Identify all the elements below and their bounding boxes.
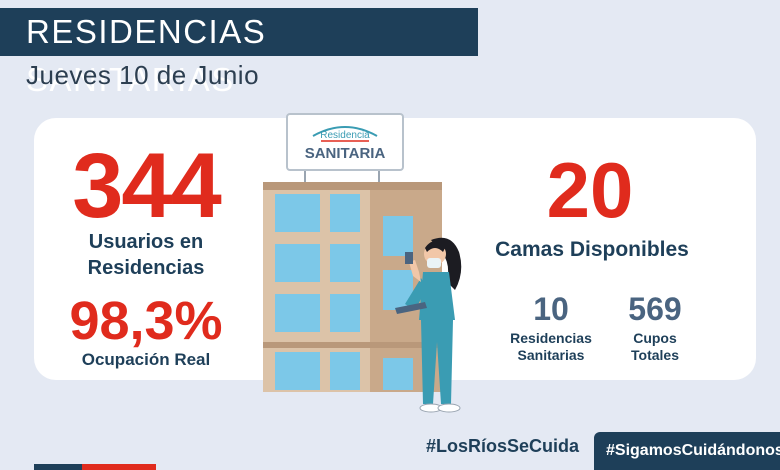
users-label: Usuarios en Residencias bbox=[58, 229, 234, 281]
page-title: RESIDENCIAS SANITARIAS bbox=[0, 8, 478, 98]
date-subtitle: Jueves 10 de Junio bbox=[26, 60, 260, 90]
hashtag-los-rios: #LosRíosSeCuida bbox=[426, 436, 580, 456]
flag-strip bbox=[34, 464, 156, 470]
users-label-line2: Residencias bbox=[87, 257, 205, 279]
slots-label-line2: Totales bbox=[631, 347, 679, 363]
flag-red-segment bbox=[82, 464, 156, 470]
nurse-illustration bbox=[395, 237, 462, 413]
residences-label: Residencias Sanitarias bbox=[496, 330, 606, 364]
slots-label-line1: Cupos bbox=[633, 330, 677, 346]
users-count: 344 bbox=[72, 135, 222, 237]
occupancy-label: Ocupación Real bbox=[81, 350, 211, 369]
residencia-sign: Residencia SANITARIA bbox=[286, 113, 404, 182]
users-label-line1: Usuarios en bbox=[88, 231, 204, 253]
sign-line2: SANITARIA bbox=[305, 145, 386, 162]
hashtag-sigamos: #SigamosCuidándonos bbox=[594, 432, 780, 470]
sign-line1: Residencia bbox=[320, 130, 370, 141]
tablet-icon bbox=[395, 302, 427, 314]
flag-blue-segment bbox=[34, 464, 82, 470]
building-illustration: Residencia SANITARIA bbox=[263, 113, 462, 413]
slots-count: 569 bbox=[628, 291, 682, 327]
residences-label-line1: Residencias bbox=[510, 330, 592, 346]
residences-label-line2: Sanitarias bbox=[517, 347, 585, 363]
occupancy-value: 98,3% bbox=[69, 291, 223, 351]
slots-label: Cupos Totales bbox=[610, 330, 700, 364]
mobile-phone-icon bbox=[405, 252, 413, 264]
residences-count: 10 bbox=[533, 291, 569, 327]
beds-label: Camas Disponibles bbox=[495, 238, 689, 261]
beds-count: 20 bbox=[546, 146, 634, 234]
